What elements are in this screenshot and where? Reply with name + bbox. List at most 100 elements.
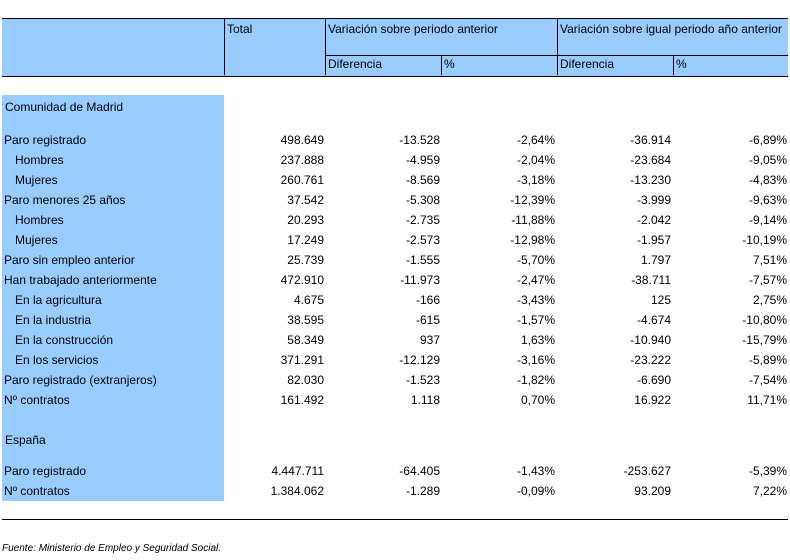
- cell-pct2: 7,22%: [752, 484, 787, 498]
- cell-pct1: -3,16%: [516, 353, 555, 367]
- header-variation-previous: Variación sobre periodo anterior: [328, 22, 498, 36]
- section-title: España: [5, 433, 46, 447]
- cell-dif1: 937: [419, 333, 440, 347]
- cell-pct1: 0,70%: [520, 393, 555, 407]
- row-label: Mujeres: [15, 233, 58, 247]
- cell-pct2: -15,79%: [742, 333, 787, 347]
- cell-total: 58.349: [287, 333, 324, 347]
- cell-dif2: -3.999: [636, 193, 671, 207]
- header-subdivider: [325, 55, 788, 56]
- cell-total: 25.739: [287, 253, 324, 267]
- cell-pct1: -5,70%: [516, 253, 555, 267]
- cell-total: 498.649: [280, 133, 324, 147]
- cell-total: 260.761: [280, 173, 324, 187]
- cell-pct1: -2,64%: [516, 133, 555, 147]
- row-label: Paro registrado: [4, 133, 87, 147]
- cell-total: 161.492: [280, 393, 324, 407]
- cell-dif2: 16.922: [634, 393, 671, 407]
- cell-pct2: 11,71%: [747, 393, 787, 407]
- cell-pct1: -1,57%: [516, 313, 555, 327]
- cell-total: 4.675: [293, 293, 324, 307]
- header-pct-2: %: [676, 57, 687, 71]
- row-label: En la agricultura: [15, 293, 102, 307]
- cell-dif2: 125: [650, 293, 671, 307]
- row-label: Paro registrado: [4, 464, 87, 478]
- cell-dif1: -166: [415, 293, 440, 307]
- cell-pct1: -2,47%: [516, 273, 555, 287]
- cell-dif2: 93.209: [634, 484, 671, 498]
- cell-dif2: -4.674: [636, 313, 671, 327]
- row-label: Paro sin empleo anterior: [4, 253, 135, 267]
- header-divider: [673, 55, 674, 75]
- cell-total: 371.291: [280, 353, 324, 367]
- cell-dif2: -23.222: [630, 353, 671, 367]
- cell-dif2: -23.684: [630, 153, 671, 167]
- row-label: Mujeres: [15, 173, 58, 187]
- cell-pct2: 2,75%: [752, 293, 787, 307]
- row-label: Han trabajado anteriormente: [4, 273, 157, 287]
- row-label: En los servicios: [15, 353, 99, 367]
- row-label: Nº contratos: [4, 484, 70, 498]
- row-label: Hombres: [15, 213, 64, 227]
- header-diferencia-1: Diferencia: [328, 57, 383, 71]
- row-label: En la construcción: [15, 333, 114, 347]
- cell-dif1: -1.523: [405, 373, 440, 387]
- cell-pct2: -10,19%: [742, 233, 787, 247]
- cell-pct1: -0,09%: [516, 484, 555, 498]
- bottom-rule: [2, 519, 788, 520]
- cell-total: 82.030: [287, 373, 324, 387]
- cell-dif1: -1.289: [405, 484, 440, 498]
- cell-pct2: -7,54%: [748, 373, 787, 387]
- cell-pct1: -12,39%: [510, 193, 555, 207]
- table-header: [2, 18, 788, 77]
- cell-dif1: -2.573: [405, 233, 440, 247]
- cell-pct2: -5,39%: [748, 464, 787, 478]
- cell-dif1: -5.308: [405, 193, 440, 207]
- row-label: Paro menores 25 años: [4, 193, 126, 207]
- cell-pct1: 1,63%: [520, 333, 555, 347]
- row-label: Paro registrado (extranjeros): [4, 373, 157, 387]
- cell-pct1: -2,04%: [516, 153, 555, 167]
- cell-dif1: -1.555: [405, 253, 440, 267]
- cell-pct2: 7,51%: [752, 253, 787, 267]
- cell-pct1: -11,88%: [511, 213, 555, 227]
- cell-total: 20.293: [287, 213, 324, 227]
- cell-pct2: -10,80%: [742, 313, 787, 327]
- cell-dif1: -615: [415, 313, 440, 327]
- cell-pct1: -1,82%: [516, 373, 555, 387]
- cell-total: 38.595: [287, 313, 324, 327]
- section-title: Comunidad de Madrid: [5, 100, 124, 114]
- cell-dif2: -1.957: [636, 233, 671, 247]
- cell-dif2: -10.940: [630, 333, 671, 347]
- cell-dif1: -64.405: [399, 464, 440, 478]
- cell-total: 37.542: [287, 193, 324, 207]
- cell-dif2: -36.914: [630, 133, 671, 147]
- header-total: Total: [227, 22, 253, 36]
- header-divider: [224, 18, 225, 75]
- cell-pct1: -1,43%: [516, 464, 555, 478]
- cell-total: 4.447.711: [271, 464, 325, 478]
- cell-dif1: 1.118: [410, 393, 440, 407]
- cell-total: 17.249: [287, 233, 324, 247]
- cell-dif1: -8.569: [405, 173, 440, 187]
- header-divider: [557, 18, 558, 75]
- cell-pct2: -6,89%: [748, 133, 787, 147]
- cell-dif1: -13.528: [399, 133, 440, 147]
- cell-pct2: -9,14%: [748, 213, 787, 227]
- cell-dif1: -11.973: [400, 273, 440, 287]
- header-pct-1: %: [444, 57, 455, 71]
- cell-pct1: -12,98%: [510, 233, 555, 247]
- source-note: Fuente: Ministerio de Empleo y Seguridad…: [2, 543, 222, 554]
- header-divider: [441, 55, 442, 75]
- row-label: En la industria: [15, 313, 92, 327]
- cell-pct2: -9,05%: [748, 153, 787, 167]
- cell-pct1: -3,43%: [516, 293, 555, 307]
- cell-pct2: -9,63%: [748, 193, 787, 207]
- cell-total: 237.888: [280, 153, 324, 167]
- label-column: [2, 95, 224, 501]
- cell-dif2: 1.797: [640, 253, 671, 267]
- cell-total: 472.910: [280, 273, 324, 287]
- cell-pct2: -5,89%: [748, 353, 787, 367]
- header-divider: [325, 18, 326, 75]
- cell-dif2: -13.230: [630, 173, 671, 187]
